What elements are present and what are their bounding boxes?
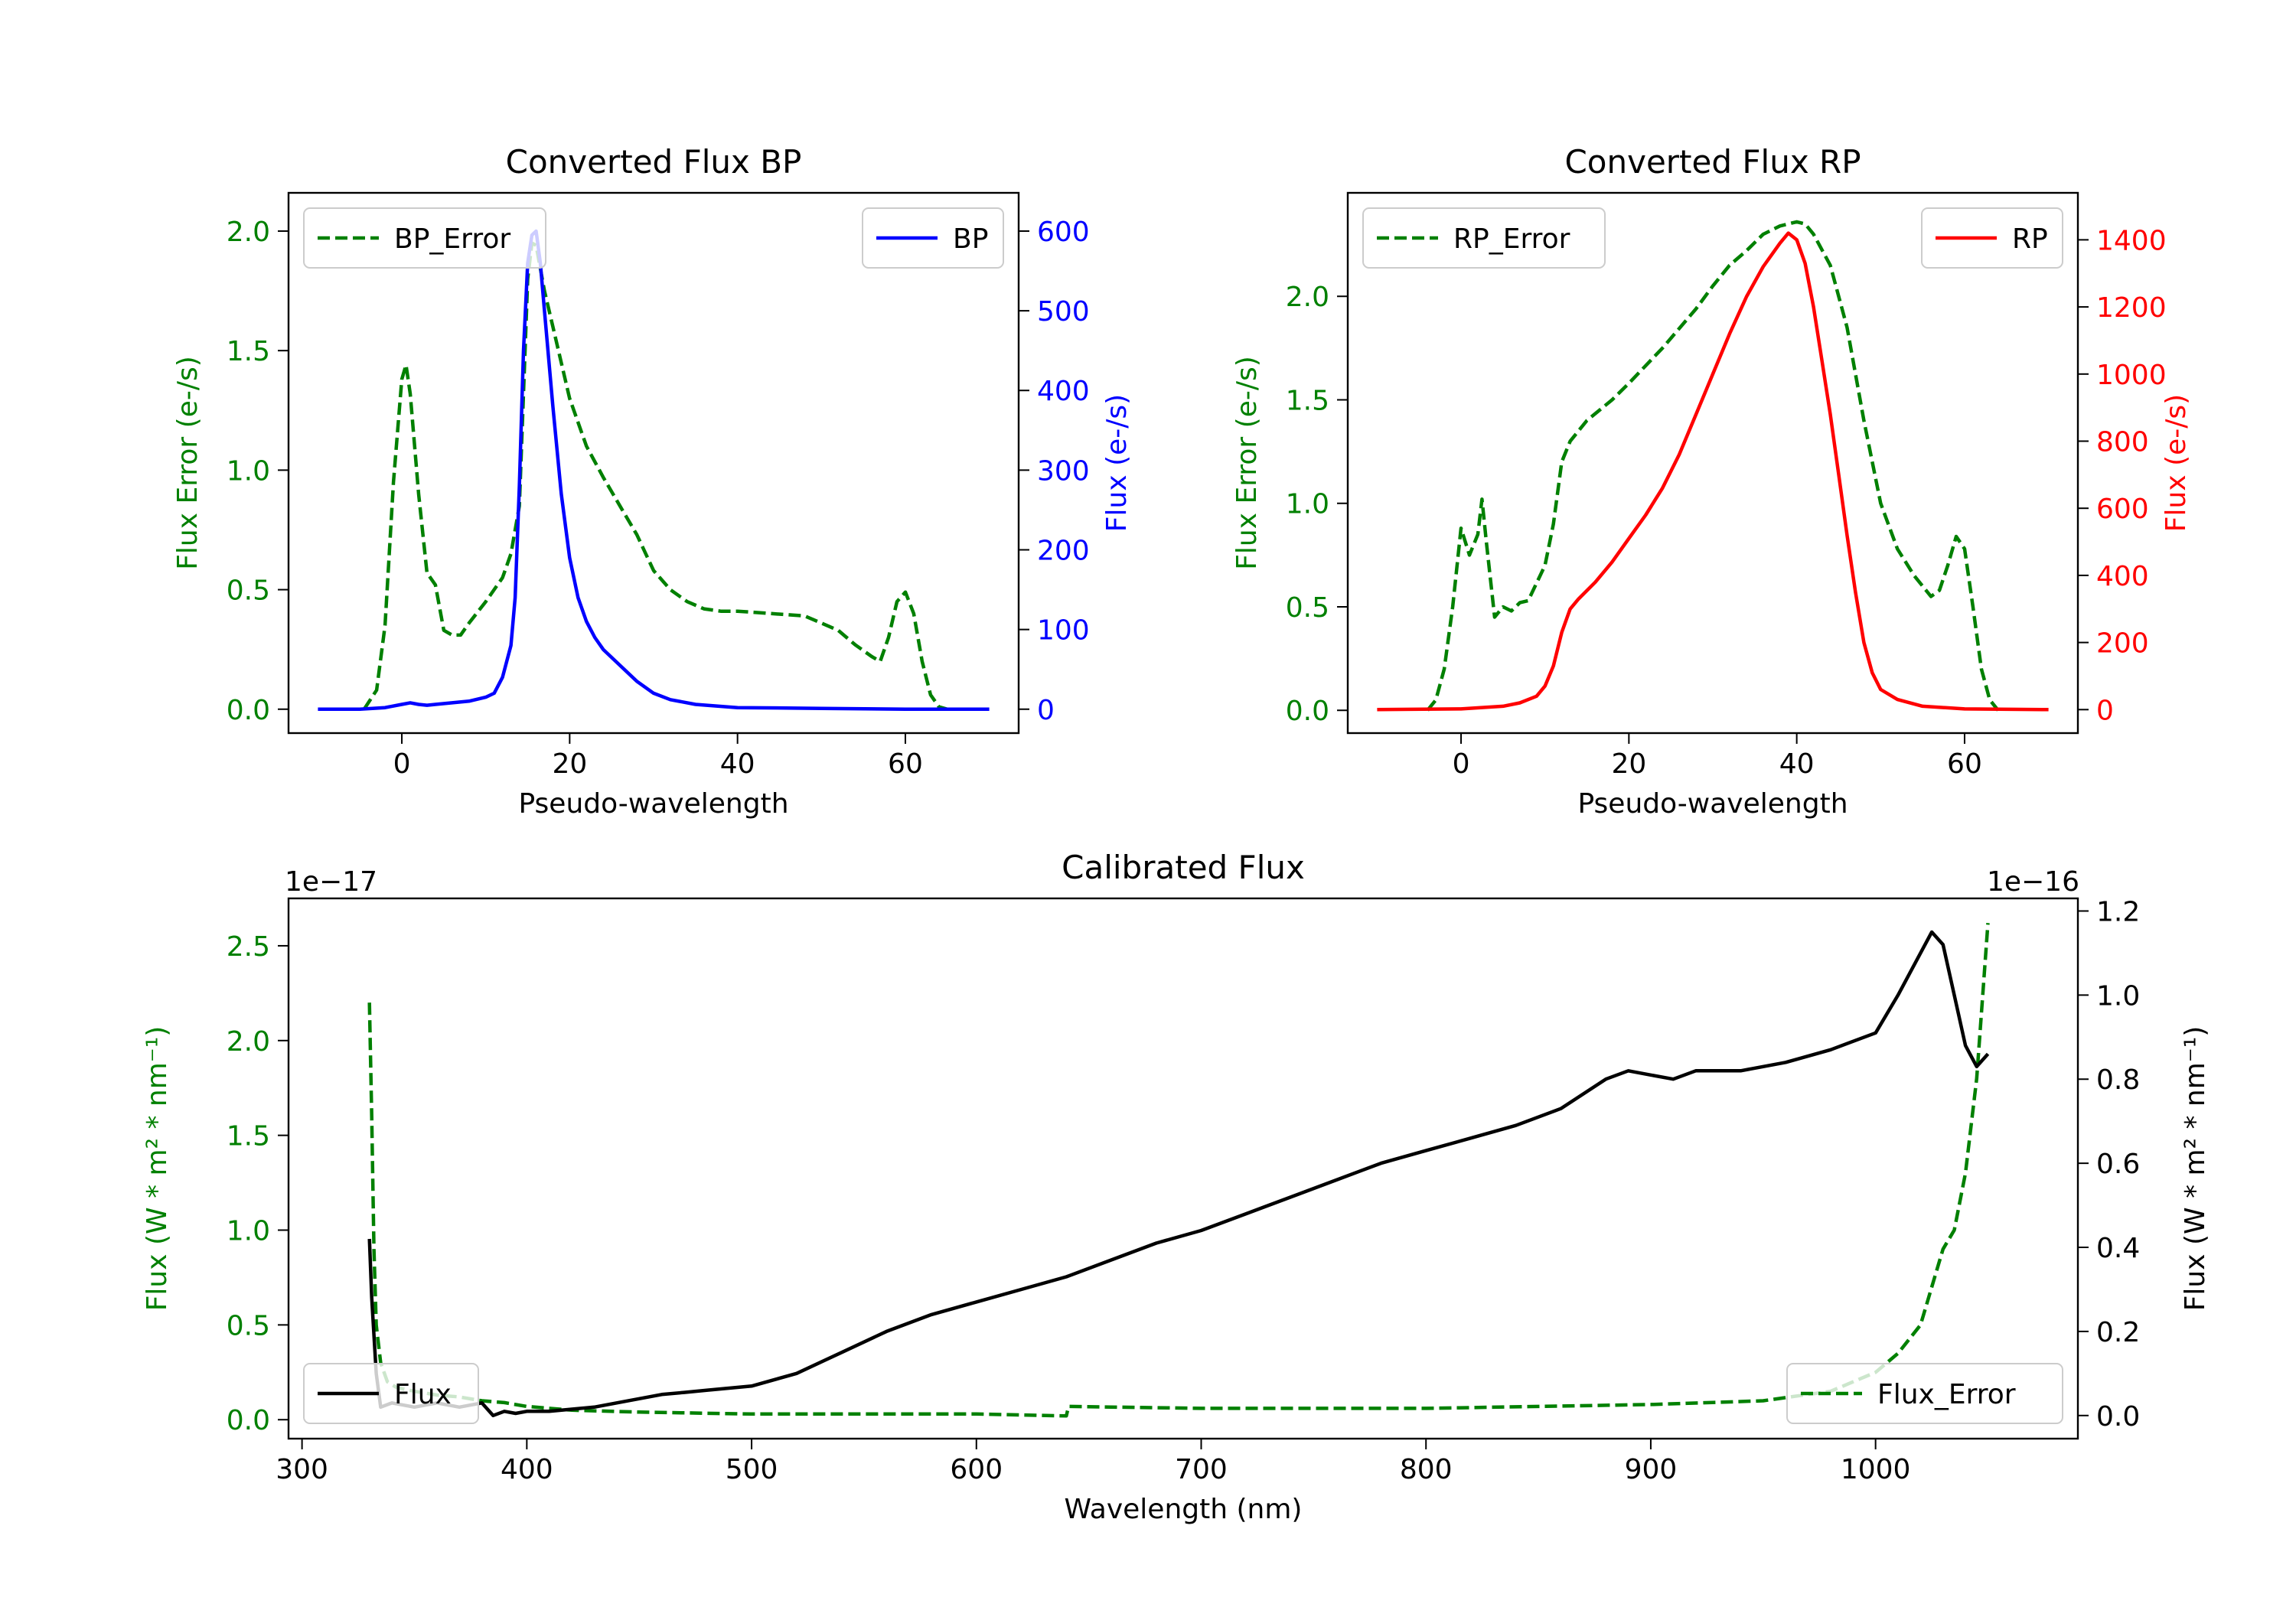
legend-rp-error: RP_Error [1362,207,1606,269]
legend-rp: RP [1921,207,2063,269]
y-right-tick-label: 300 [1037,455,1090,487]
y-right-axis-label: Flux (e-/s) [1101,394,1133,532]
series-line-flux [367,930,1990,1418]
legend-box [1786,1363,2063,1424]
chart-title: Converted Flux BP [506,143,802,181]
y-right-axis-label: Flux (e-/s) [2161,394,2192,532]
y-left-tick-label: 2.0 [1286,282,1329,313]
y-left-tick-label: 2.0 [227,217,270,248]
legend-flux: Flux [303,1363,479,1424]
chart-rp: 0 20 40 60 0.0 0.5 1.0 1.5 2.0 0 200 400 600 800 1000 1… [1231,143,2192,820]
axes-frame [287,897,2079,1440]
x-tick-label: 700 [1175,1454,1228,1485]
y-left-axis-label: Flux Error (e-/s) [1231,356,1263,570]
y-left-tick-label: 2.5 [227,931,270,963]
y-right-tick-label: 1.2 [2096,896,2140,927]
y-left-tick-label: 1.0 [227,1216,270,1247]
x-tick-label: 500 [726,1454,778,1485]
x-tick-label: 40 [1779,748,1815,780]
x-tick-label: 20 [552,748,587,780]
y-right-tick-label: 1000 [2096,360,2167,391]
legend-label: Flux_Error [1877,1379,2016,1410]
x-tick-label: 400 [501,1454,553,1485]
chart-bp: 0 20 40 60 0.0 0.5 1.0 1.5 2.0 0 100 200 300 400 500 60… [172,143,1133,820]
x-tick-label: 60 [1947,748,1982,780]
x-axis-label: Wavelength (nm) [1065,1494,1303,1525]
y-left-tick-label: 0.0 [1286,696,1329,727]
legend-flux-error: Flux_Error [1786,1363,2063,1424]
y-right-tick-label: 400 [2096,561,2149,592]
legend-bp-error: BP_Error [303,207,546,269]
chart-title: Calibrated Flux [1062,849,1305,886]
legend-box [303,1363,479,1424]
y-left-tick-label: 0.0 [227,695,270,726]
chart-title: Converted Flux RP [1564,143,1861,181]
y-right-tick-label: 200 [2096,628,2149,660]
y-left-axis-label: Flux Error (e-/s) [172,356,204,570]
y-right-tick-label: 0.0 [2096,1401,2140,1433]
y-right-tick-label: 0 [2096,695,2114,726]
x-tick-label: 0 [1453,748,1470,780]
legend-label: Flux [394,1379,452,1410]
y-right-tick-label: 0.4 [2096,1233,2140,1264]
y-right-tick-label: 600 [1037,217,1090,248]
y-right-tick-label: 1400 [2096,225,2167,256]
y-right-axis-label: Flux (W * m² * nm⁻¹) [2180,1026,2211,1312]
y-left-tick-label: 1.5 [227,336,270,367]
y-left-tick-label: 0.5 [227,1310,270,1341]
y-right-tick-label: 600 [2096,494,2149,525]
x-tick-label: 300 [276,1454,328,1485]
y-left-tick-label: 0.5 [227,575,270,607]
y-left-tick-label: 1.5 [227,1121,270,1152]
y-left-tick-label: 1.0 [227,455,270,487]
x-tick-label: 1000 [1841,1454,1911,1485]
y-left-axis-label: Flux (W * m² * nm⁻¹) [142,1026,173,1312]
x-tick-label: 40 [720,748,755,780]
y-left-tick-label: 1.0 [1286,489,1329,520]
y-left-tick-label: 2.0 [227,1026,270,1058]
y-right-tick-label: 0.8 [2096,1064,2140,1096]
x-tick-label: 600 [950,1454,1003,1485]
y-right-tick-label: 1.0 [2096,980,2140,1012]
y-right-tick-label: 200 [1037,536,1090,567]
x-tick-label: 800 [1400,1454,1453,1485]
series-line-rp [1377,231,2049,712]
legend-label: RP [2012,223,2048,255]
y-right-tick-label: 0 [1037,695,1055,726]
legend-box [1362,207,1606,269]
y-left-tick-label: 1.5 [1286,385,1329,416]
axes-frame [1346,191,2079,735]
chart-cal: 300 400 500 600 700 800 900 1000 0.0 0.5 1.0 1.5 2.0… [142,849,2211,1525]
y-right-tick-label: 400 [1037,376,1090,407]
x-tick-label: 0 [393,748,411,780]
offset-text-left: 1e−17 [285,866,377,898]
legend-label: BP [953,223,988,255]
x-tick-label: 20 [1611,748,1646,780]
axes-frame [287,191,1020,735]
y-left-tick-label: 0.0 [227,1405,270,1436]
y-right-tick-label: 500 [1037,296,1090,328]
legend-label: BP_Error [394,223,510,255]
y-right-tick-label: 0.2 [2096,1317,2140,1348]
y-right-tick-label: 100 [1037,615,1090,647]
series-line-bp-error [362,241,948,711]
x-axis-label: Pseudo-wavelength [518,788,788,820]
y-right-tick-label: 1200 [2096,292,2167,324]
y-right-tick-label: 800 [2096,426,2149,458]
y-right-tick-label: 0.6 [2096,1149,2140,1180]
series-line-rp-error [1426,220,2000,712]
x-axis-label: Pseudo-wavelength [1577,788,1848,820]
legend-box [303,207,546,269]
series-line-flux-error [367,923,1990,1418]
x-tick-label: 900 [1625,1454,1678,1485]
legend-bp: BP [862,207,1004,269]
offset-text-right: 1e−16 [1987,866,2079,898]
x-tick-label: 60 [888,748,923,780]
y-left-tick-label: 0.5 [1286,592,1329,624]
legend-label: RP_Error [1453,223,1570,255]
